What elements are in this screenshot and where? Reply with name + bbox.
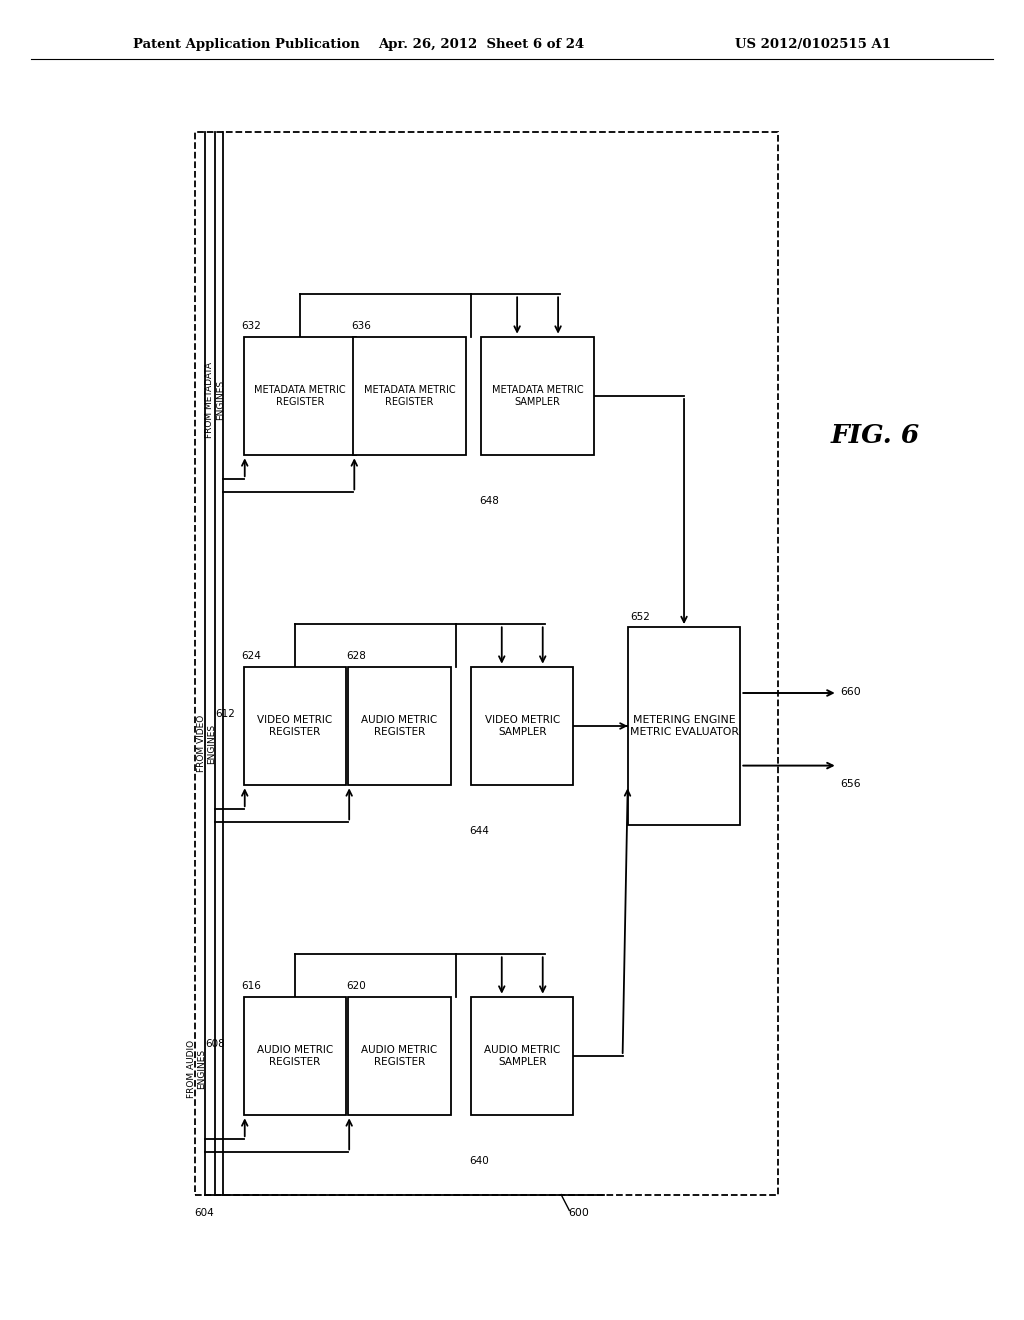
Text: 604: 604 [195,1208,214,1218]
Text: METADATA METRIC
SAMPLER: METADATA METRIC SAMPLER [492,385,584,407]
Text: 612: 612 [215,709,234,719]
Text: AUDIO METRIC
REGISTER: AUDIO METRIC REGISTER [361,1045,437,1067]
Text: AUDIO METRIC
SAMPLER: AUDIO METRIC SAMPLER [484,1045,560,1067]
Text: 636: 636 [351,321,371,331]
Text: FROM VIDEO
ENGINES: FROM VIDEO ENGINES [198,715,216,772]
Bar [353,337,466,455]
Bar [471,667,573,785]
Text: 652: 652 [630,611,649,622]
Bar [348,997,451,1115]
Bar [481,337,594,455]
Text: FROM METADATA
ENGINES: FROM METADATA ENGINES [206,362,224,438]
Bar [348,667,451,785]
Text: 624: 624 [242,651,261,661]
Bar [244,337,356,455]
Text: 660: 660 [841,686,861,697]
Bar [244,997,346,1115]
Bar [471,997,573,1115]
Text: FIG. 6: FIG. 6 [830,424,921,447]
Text: VIDEO METRIC
SAMPLER: VIDEO METRIC SAMPLER [484,715,560,737]
Text: AUDIO METRIC
REGISTER: AUDIO METRIC REGISTER [257,1045,333,1067]
Text: 628: 628 [346,651,366,661]
Text: FROM AUDIO
ENGINES: FROM AUDIO ENGINES [187,1040,206,1098]
Text: 600: 600 [568,1208,589,1218]
Bar [244,667,346,785]
Text: VIDEO METRIC
REGISTER: VIDEO METRIC REGISTER [257,715,333,737]
Text: 640: 640 [469,1155,488,1166]
Text: METADATA METRIC
REGISTER: METADATA METRIC REGISTER [254,385,346,407]
Text: Patent Application Publication: Patent Application Publication [133,38,359,51]
Text: AUDIO METRIC
REGISTER: AUDIO METRIC REGISTER [361,715,437,737]
Text: 644: 644 [469,825,488,836]
Text: 656: 656 [841,779,861,789]
Text: 648: 648 [479,495,499,506]
Bar [195,132,778,1195]
Text: METERING ENGINE
METRIC EVALUATOR: METERING ENGINE METRIC EVALUATOR [630,715,738,737]
Text: US 2012/0102515 A1: US 2012/0102515 A1 [735,38,891,51]
Text: 608: 608 [205,1039,224,1049]
Text: 620: 620 [346,981,366,991]
Text: Apr. 26, 2012  Sheet 6 of 24: Apr. 26, 2012 Sheet 6 of 24 [378,38,585,51]
Text: METADATA METRIC
REGISTER: METADATA METRIC REGISTER [364,385,456,407]
Text: 616: 616 [242,981,261,991]
Bar [628,627,740,825]
Text: 632: 632 [242,321,261,331]
